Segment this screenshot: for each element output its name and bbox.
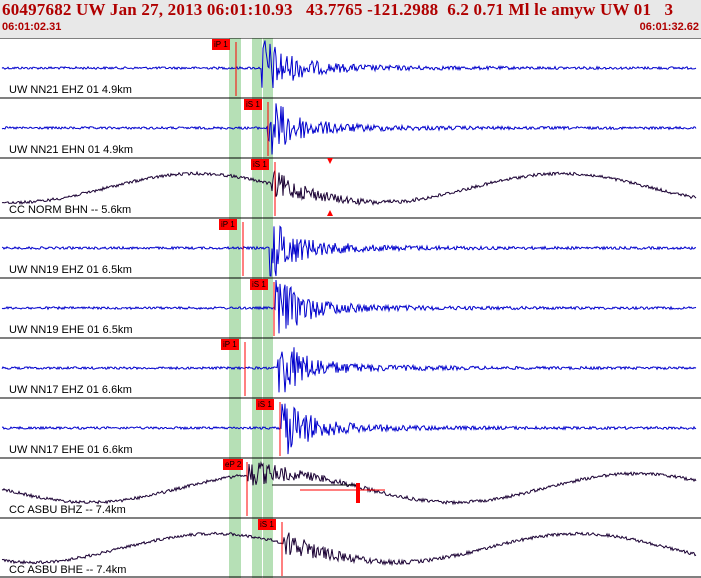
amplitude-marker[interactable] xyxy=(327,158,333,164)
header-bar: 60497682 UW Jan 27, 2013 06:01:10.93 43.… xyxy=(0,0,701,38)
waveform-trace[interactable] xyxy=(1,225,697,277)
pick-marker[interactable]: iS 1 xyxy=(250,279,268,290)
event-title: 60497682 UW Jan 27, 2013 06:01:10.93 43.… xyxy=(2,0,674,19)
waveform-trace[interactable] xyxy=(1,347,697,393)
trace-label: UW NN21 EHN 01 4.9km xyxy=(9,144,134,156)
end-time: 06:01:32.62 xyxy=(639,21,699,33)
waveform-trace[interactable] xyxy=(1,103,697,155)
seismogram-panel[interactable]: iP 1 UW NN21 EHZ 01 4.9km iS 1 UW NN21 EHN … xyxy=(0,38,701,578)
pick-marker[interactable]: iS 1 xyxy=(244,99,262,110)
waveform-trace[interactable] xyxy=(1,403,697,455)
trace-label: CC NORM BHN -- 5.6km xyxy=(9,204,132,216)
trace-label: UW NN19 EHE 01 6.5km xyxy=(9,324,133,336)
trace-label: UW NN21 EHZ 01 4.9km xyxy=(9,84,132,96)
waveform-trace[interactable] xyxy=(1,531,697,567)
time-window-3 xyxy=(263,38,273,578)
waveform-trace[interactable] xyxy=(1,40,697,89)
trace-label: UW NN17 EHZ 01 6.6km xyxy=(9,384,132,396)
waveform-trace[interactable] xyxy=(1,279,697,334)
pick-marker[interactable]: iS 1 xyxy=(258,519,276,530)
pick-marker[interactable]: iS 1 xyxy=(256,399,274,410)
waveform-trace[interactable] xyxy=(1,460,697,506)
coda-marker[interactable] xyxy=(356,483,360,503)
amplitude-marker[interactable] xyxy=(327,210,333,216)
trace-label: CC ASBU BHE -- 7.4km xyxy=(9,564,127,576)
pick-marker[interactable]: eP 2 xyxy=(223,459,244,470)
pick-marker[interactable]: iP 1 xyxy=(212,39,230,50)
pick-marker[interactable]: iP 1 xyxy=(219,219,237,230)
waveform-trace[interactable] xyxy=(1,170,697,206)
pick-marker[interactable]: iP 1 xyxy=(221,339,239,350)
start-time: 06:01:02.31 xyxy=(2,21,62,33)
trace-label: UW NN17 EHE 01 6.6km xyxy=(9,444,133,456)
seismogram-canvas[interactable] xyxy=(0,38,701,578)
pick-marker[interactable]: iS 1 xyxy=(251,159,269,170)
trace-label: UW NN19 EHZ 01 6.5km xyxy=(9,264,132,276)
trace-label: CC ASBU BHZ -- 7.4km xyxy=(9,504,126,516)
